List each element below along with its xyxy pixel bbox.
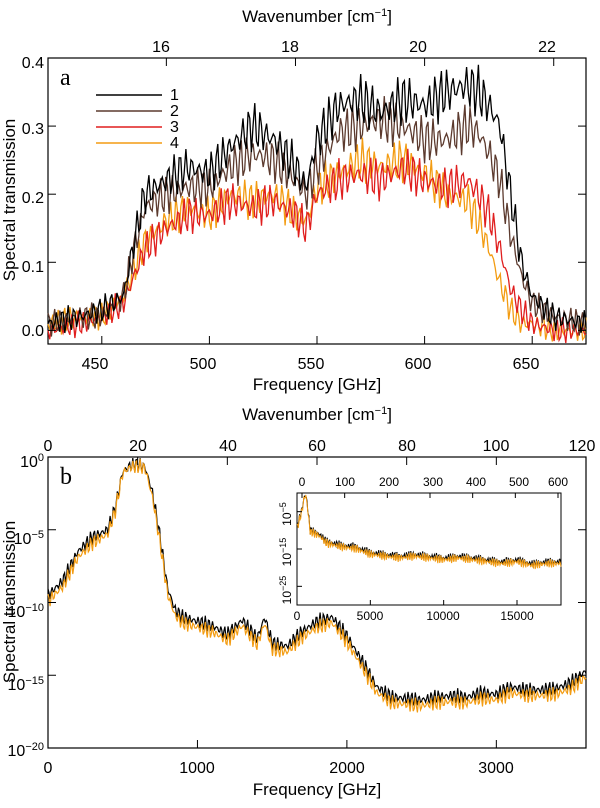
panel-a-top-tick-label: 22 <box>538 39 556 56</box>
panel-b-ytick-label: 10−5 <box>14 529 44 548</box>
panel-a-ytick-label: 0.3 <box>22 121 44 138</box>
panel-b-top-tick-label: 120 <box>569 438 596 455</box>
inset-ytick-label: 10−25 <box>278 576 294 605</box>
inset-series-line-4 <box>296 494 562 570</box>
panel-b-ytick-label: 10−20 <box>8 741 44 760</box>
panel-a-x-axis-title: Frequency [GHz] <box>253 375 382 394</box>
panel-a-top-axis-title: Wavenumber [cm−1] <box>242 7 392 26</box>
panel-b-series-line-4 <box>47 458 587 713</box>
inset-top-tick-label: 400 <box>466 475 486 489</box>
inset-top-tick-label: 200 <box>379 475 399 489</box>
panel-b-xtick-label: 3000 <box>478 760 514 777</box>
inset-top-tick-label: 600 <box>548 475 568 489</box>
inset-xtick-label: 0 <box>294 609 301 623</box>
legend-label-3: 3 <box>170 119 179 136</box>
panel-a-xtick-label: 600 <box>405 356 432 373</box>
inset-ticks <box>296 493 559 605</box>
panel-b-ytick-label: 10−15 <box>8 675 44 694</box>
panel-a-ytick-label: 0.4 <box>22 55 44 72</box>
panel-b-xtick-label: 2000 <box>329 760 365 777</box>
panel-a: a Wavenumber [cm−1] Frequency [GHz] Spec… <box>0 7 587 394</box>
panel-b-x-axis-title: Frequency [GHz] <box>253 780 382 799</box>
panel-b-xtick-label: 0 <box>44 760 53 777</box>
panel-b-top-tick-label: 60 <box>308 438 326 455</box>
panel-a-xtick-label: 550 <box>298 356 325 373</box>
panel-a-xtick-label: 450 <box>82 356 109 373</box>
panel-a-ytick-label: 0.2 <box>22 190 44 207</box>
panel-a-top-tick-label: 20 <box>409 39 427 56</box>
inset-top-tick-label: 500 <box>509 475 529 489</box>
panel-b-top-tick-label: 20 <box>129 438 147 455</box>
panel-b-top-tick-label: 0 <box>44 438 53 455</box>
inset-ytick-label: 10−15 <box>278 538 294 567</box>
panel-a-legend: 1 2 3 4 <box>96 87 179 152</box>
panel-a-xtick-label: 650 <box>513 356 540 373</box>
inset-frame <box>296 492 562 606</box>
panel-b-ytick-label: 100 <box>20 452 44 471</box>
panel-b-ytick-label: 10−10 <box>8 602 44 621</box>
panel-b: b Wavenumber [cm−1] Frequency [GHz] Spec… <box>0 405 595 799</box>
panel-b-top-tick-label: 80 <box>398 438 416 455</box>
inset-xtick-label: 15000 <box>500 609 534 623</box>
panel-a-y-axis-title: Spectral transmission <box>0 119 19 282</box>
inset-series <box>296 494 562 570</box>
panel-a-ytick-label: 0.1 <box>22 259 44 276</box>
panel-b-ticks <box>47 456 587 749</box>
inset-top-tick-label: 300 <box>423 475 443 489</box>
panel-a-series-line-1 <box>47 64 587 334</box>
panel-a-top-tick-label: 18 <box>281 39 299 56</box>
panel-a-letter: a <box>60 65 71 91</box>
panel-b-inset: 0 5000 10000 15000 0 100 200 300 400 500… <box>278 475 568 623</box>
inset-top-tick-label: 100 <box>335 475 355 489</box>
inset-top-tick-label: 0 <box>299 475 306 489</box>
inset-xtick-label: 5000 <box>357 609 384 623</box>
legend-label-4: 4 <box>170 135 179 152</box>
panel-a-xtick-label: 500 <box>190 356 217 373</box>
panel-b-xtick-label: 1000 <box>179 760 215 777</box>
panel-b-top-tick-label: 100 <box>483 438 510 455</box>
panel-a-top-tick-label: 16 <box>152 39 170 56</box>
panel-b-y-axis-title: Spectral transmission <box>0 521 19 684</box>
panel-a-series-line-3 <box>47 148 587 344</box>
inset-ytick-label: 10−5 <box>278 502 294 526</box>
panel-a-series-line-4 <box>47 137 587 342</box>
panel-b-top-tick-label: 40 <box>219 438 237 455</box>
legend-label-2: 2 <box>170 103 179 120</box>
panel-a-series <box>47 64 587 344</box>
panel-a-series-line-2 <box>47 96 587 337</box>
panel-b-letter: b <box>60 464 72 490</box>
legend-label-1: 1 <box>170 87 179 104</box>
inset-xtick-label: 10000 <box>426 609 460 623</box>
panel-b-series <box>47 458 587 713</box>
panel-b-top-axis-title: Wavenumber [cm−1] <box>242 405 392 424</box>
panel-a-ticks <box>48 57 586 344</box>
panel-a-ytick-label: 0.0 <box>22 323 44 340</box>
